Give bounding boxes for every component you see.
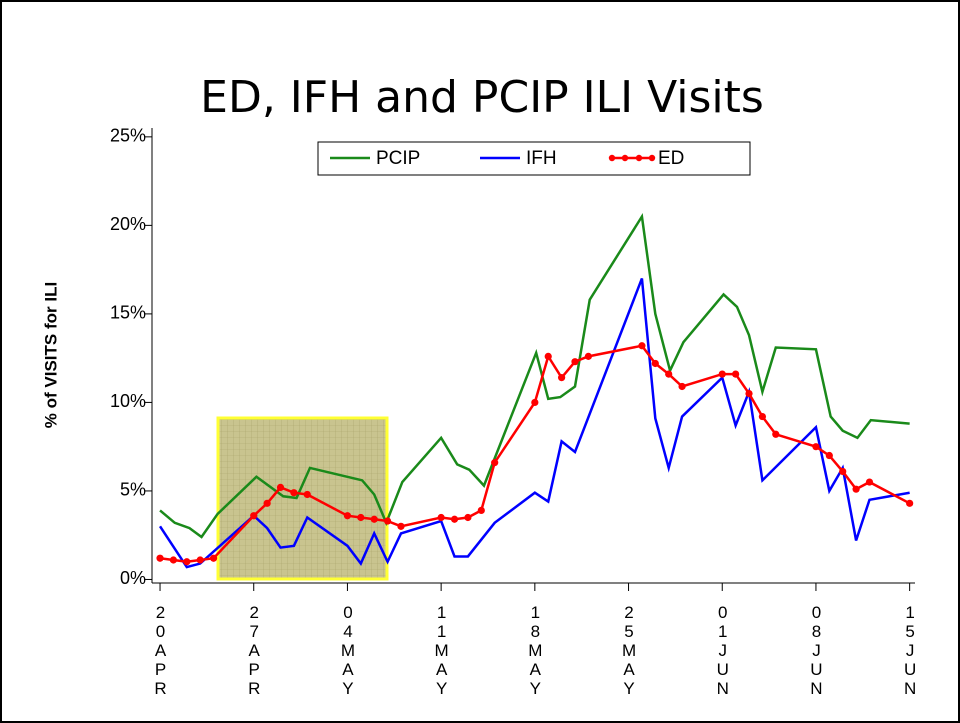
data-point [357, 513, 365, 522]
series-line [158, 278, 910, 569]
data-point [571, 358, 579, 366]
series-line [159, 344, 911, 564]
data-point [370, 515, 378, 523]
data-point [209, 554, 218, 562]
legend-label: PCIP [376, 148, 420, 169]
data-point [464, 513, 472, 522]
data-point [558, 374, 566, 382]
y-tick-label: 10% [110, 391, 146, 411]
legend-marker [635, 154, 643, 162]
data-point [290, 489, 298, 497]
data-point [169, 556, 178, 564]
data-point [745, 389, 753, 398]
legend-marker [621, 154, 629, 162]
x-tick-label: 15JUN [900, 603, 920, 698]
data-point [665, 370, 673, 378]
data-point [865, 478, 874, 486]
legend-box [317, 141, 751, 176]
y-tick-label: 15% [110, 303, 146, 323]
data-point [584, 352, 592, 360]
highlight-box [216, 416, 389, 581]
data-point [250, 512, 258, 520]
x-tick-label: 11MAY [432, 603, 452, 698]
legend-marker [648, 154, 656, 162]
y-tick-label: 0% [120, 568, 146, 588]
y-tick-label: 5% [120, 480, 146, 500]
y-tick-label: 25% [110, 126, 146, 146]
data-point [839, 467, 847, 476]
data-point [383, 517, 392, 525]
legend-label: IFH [526, 148, 557, 169]
data-point [397, 522, 405, 530]
data-point [491, 459, 499, 467]
data-point [183, 558, 191, 566]
data-point [437, 513, 445, 522]
data-point [772, 430, 780, 438]
data-point [678, 382, 686, 391]
data-point [758, 412, 767, 421]
data-point [718, 370, 726, 378]
x-tick-label: 01JUN [713, 603, 733, 698]
x-tick-label: 18MAY [525, 603, 545, 698]
data-point [638, 342, 646, 350]
legend-label: ED [658, 148, 684, 169]
data-point [531, 398, 539, 407]
data-point [544, 352, 552, 360]
data-point [303, 490, 311, 499]
data-point [196, 556, 204, 564]
data-point [450, 515, 459, 523]
data-point [263, 499, 271, 507]
x-tick-label: 20APR [151, 603, 171, 698]
legend-marker [608, 154, 616, 162]
data-point [906, 499, 914, 507]
data-point [825, 451, 833, 460]
data-point [343, 512, 352, 520]
chart-title: ED, IFH and PCIP ILI Visits [200, 72, 764, 123]
series-line [159, 212, 910, 539]
data-point [276, 483, 285, 491]
x-tick-label: 08JUN [806, 603, 826, 698]
data-point [477, 506, 485, 515]
data-point [651, 359, 659, 368]
y-axis-label: % of VISITS for ILI [41, 282, 60, 428]
x-tick-label: 04MAY [338, 603, 358, 698]
data-point [812, 443, 820, 451]
data-point [156, 554, 164, 562]
y-tick-label: 20% [110, 214, 146, 234]
x-tick-label: 27APR [244, 603, 264, 698]
x-tick-label: 25MAY [619, 603, 639, 698]
data-point [732, 370, 740, 378]
data-point [852, 485, 860, 493]
